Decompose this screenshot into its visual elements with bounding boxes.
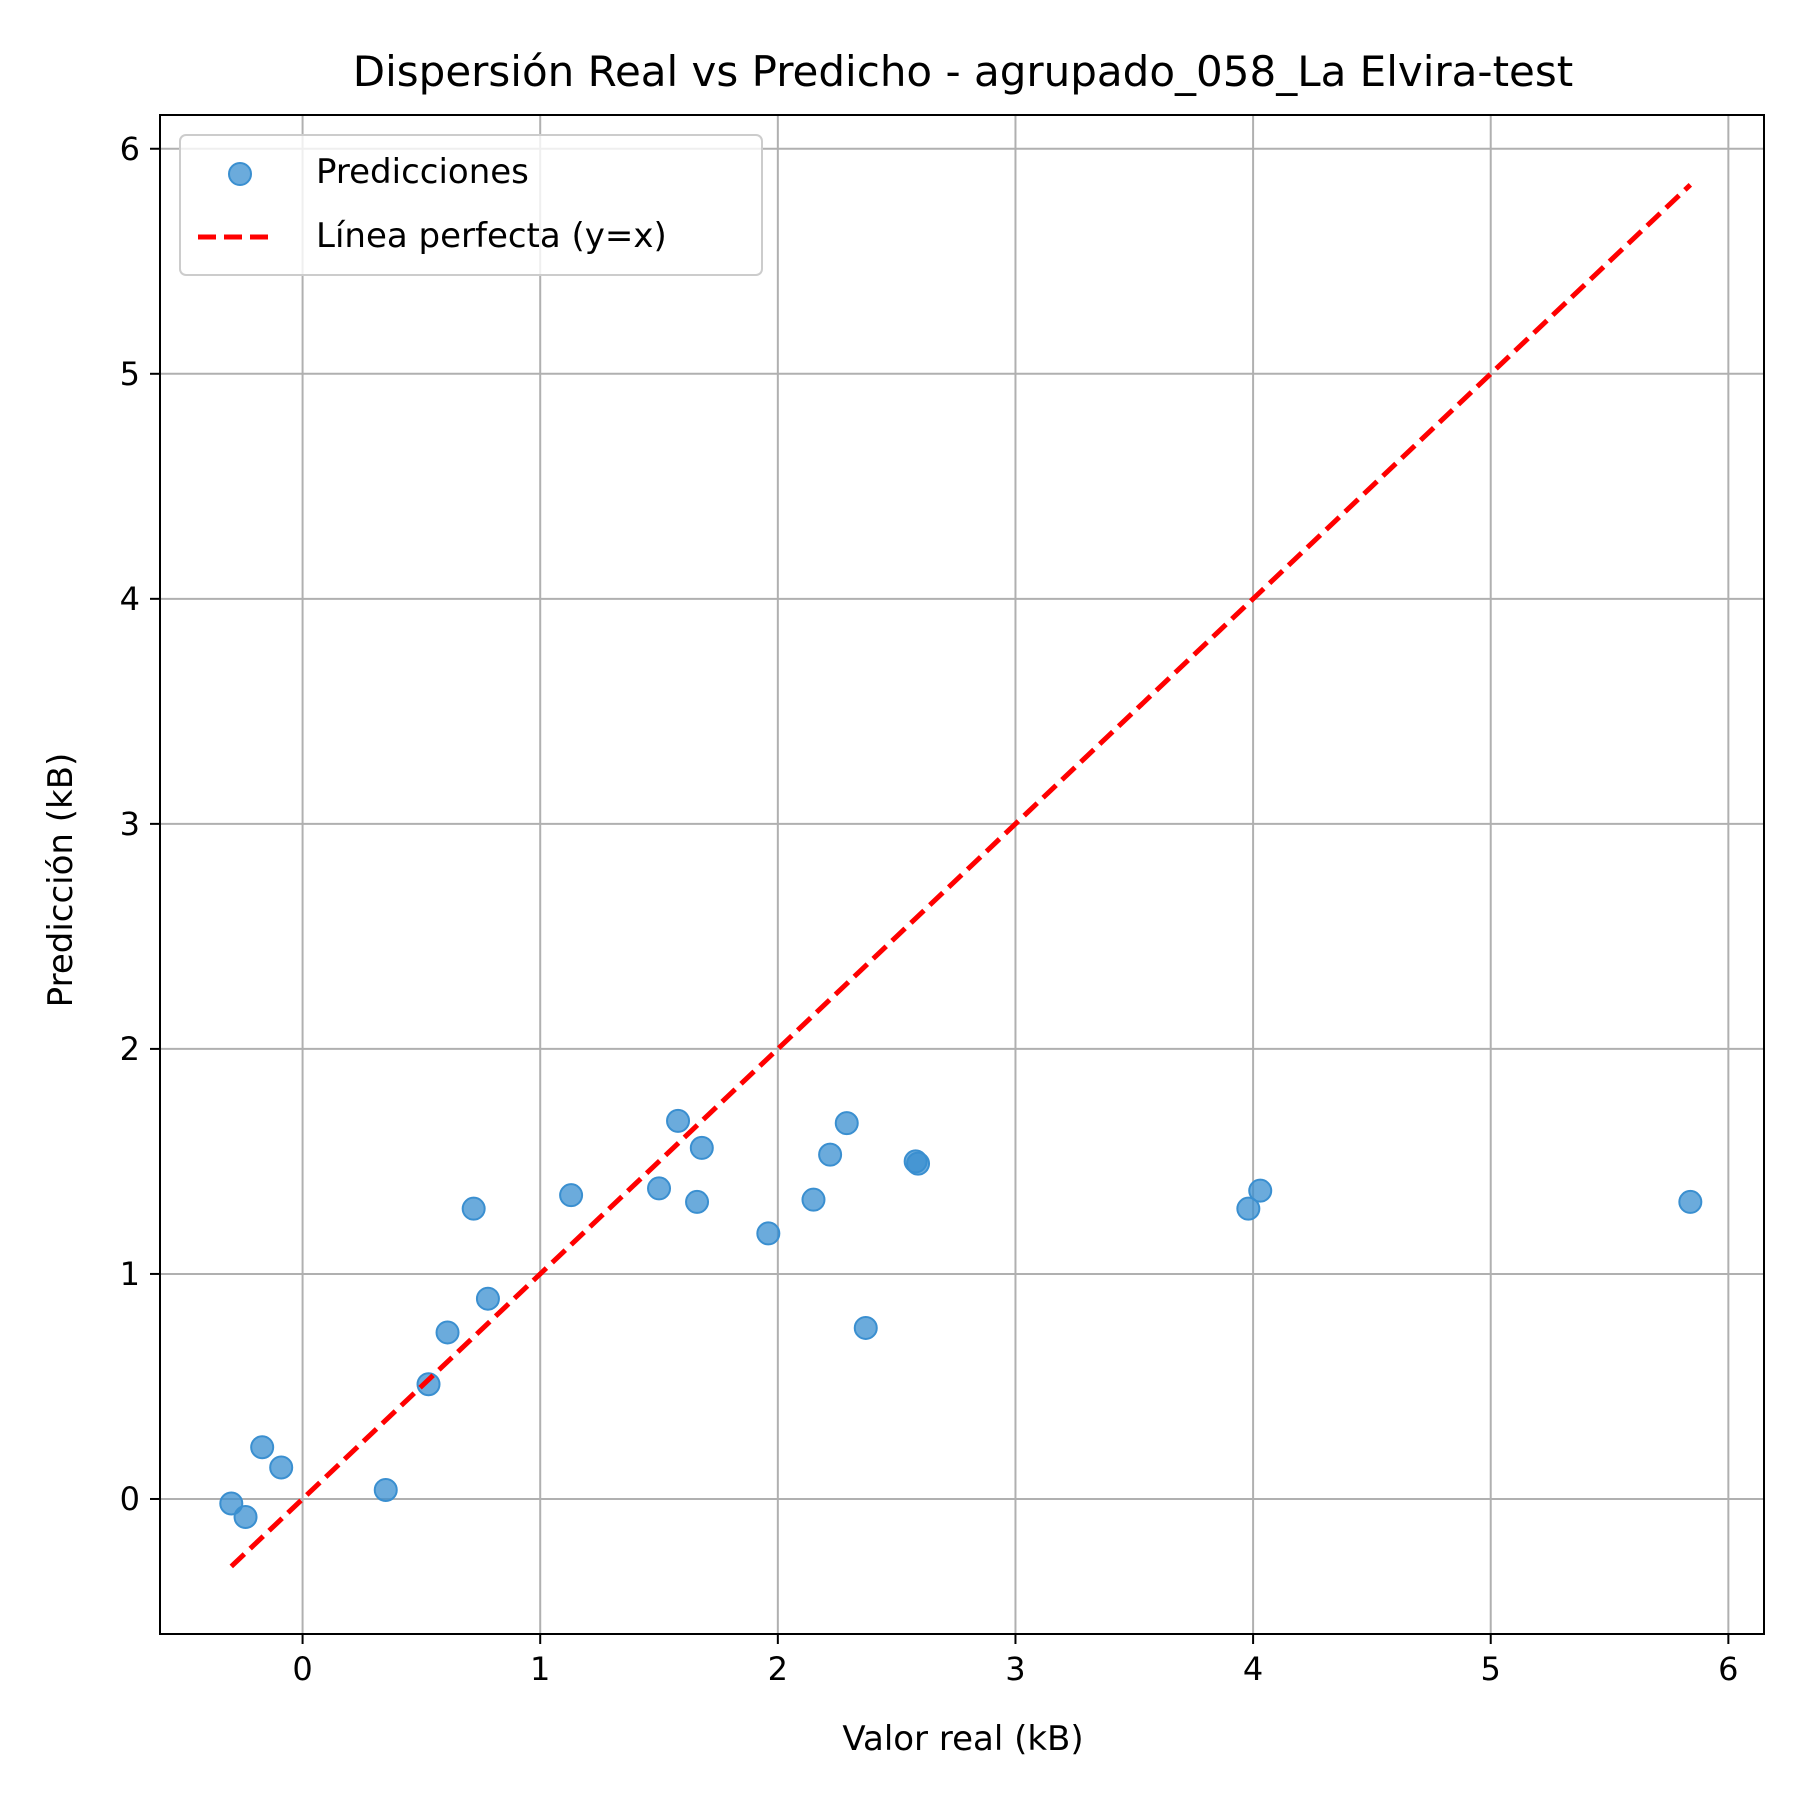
y-tick-label: 3 — [120, 805, 140, 843]
axis-ticks: 0 1 2 3 4 5 6 0 1 2 3 4 5 6 — [120, 130, 1739, 1688]
scatter-point — [559, 1183, 584, 1208]
scatter-point — [853, 1315, 878, 1340]
legend-label-linea-perfecta: Línea perfecta (y=x) — [316, 216, 667, 256]
y-axis-label: Predicción (kB) — [41, 753, 81, 1008]
legend-label-predicciones: Predicciones — [316, 152, 529, 192]
scatter-point — [666, 1108, 691, 1133]
plot-series — [219, 182, 1703, 1569]
legend-marker-predicciones — [228, 162, 252, 186]
perfect-fit-line — [229, 182, 1693, 1569]
scatter-point — [801, 1187, 826, 1212]
y-tick-label: 6 — [120, 130, 140, 168]
scatter-point — [233, 1504, 258, 1529]
y-tick-label: 0 — [120, 1480, 140, 1518]
scatter-point — [475, 1286, 500, 1311]
legend: Predicciones Línea perfecta (y=x) — [179, 134, 763, 276]
scatter-point — [416, 1372, 441, 1397]
grid-lines — [160, 115, 1764, 1634]
y-tick-label: 2 — [120, 1030, 140, 1068]
scatter-point — [689, 1135, 714, 1160]
x-axis-label: Valor real (kB) — [842, 1719, 1083, 1759]
scatter-point — [435, 1320, 460, 1345]
scatter-point — [818, 1142, 843, 1167]
x-tick-label: 1 — [530, 1650, 550, 1688]
chart-title: Dispersión Real vs Predicho - agrupado_0… — [353, 47, 1573, 96]
scatter-point — [461, 1196, 486, 1221]
x-tick-label: 2 — [768, 1650, 788, 1688]
scatter-point — [906, 1151, 931, 1176]
x-tick-label: 6 — [1718, 1650, 1738, 1688]
y-tick-label: 5 — [120, 355, 140, 393]
scatter-point — [269, 1455, 294, 1480]
scatter-point — [250, 1435, 275, 1460]
scatter-point — [756, 1221, 781, 1246]
scatter-point — [1248, 1178, 1273, 1203]
x-tick-label: 5 — [1481, 1650, 1501, 1688]
x-tick-label: 3 — [1005, 1650, 1025, 1688]
x-tick-label: 0 — [292, 1650, 312, 1688]
y-tick-label: 1 — [120, 1255, 140, 1293]
y-tick-label: 4 — [120, 580, 140, 618]
scatter-point — [1678, 1189, 1703, 1214]
legend-box — [179, 134, 763, 276]
scatter-point — [647, 1176, 672, 1201]
x-tick-label: 4 — [1243, 1650, 1263, 1688]
scatter-point — [685, 1189, 710, 1214]
plot-frame — [159, 114, 1765, 1635]
scatter-point — [373, 1477, 398, 1502]
scatter-point — [834, 1111, 859, 1136]
scatter-point — [1236, 1196, 1261, 1221]
